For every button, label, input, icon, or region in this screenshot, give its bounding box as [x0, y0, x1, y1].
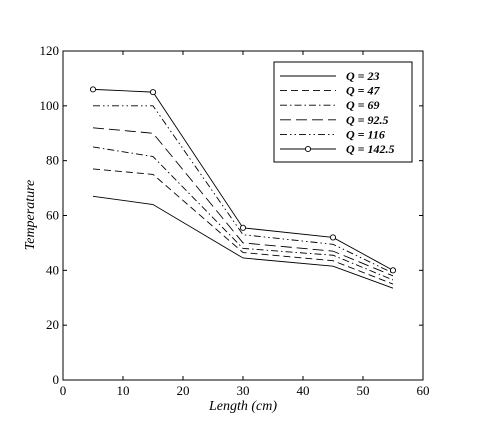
legend-label: Q = 23 [346, 69, 380, 83]
data-point-marker [389, 267, 397, 274]
y-tick-label: 60 [46, 208, 59, 223]
series-line-4 [92, 127, 394, 277]
x-tick-label: 40 [297, 383, 310, 398]
x-tick-label: 0 [60, 383, 67, 398]
data-point-marker [239, 224, 247, 231]
series-line-3 [92, 146, 394, 281]
series-line-2 [92, 168, 394, 285]
series-line-1 [92, 195, 394, 289]
x-tick-label: 10 [117, 383, 130, 398]
x-tick-label: 50 [357, 383, 370, 398]
y-tick-label: 20 [46, 317, 59, 332]
x-tick-label: 30 [237, 383, 250, 398]
legend-label: Q = 142.5 [346, 142, 395, 156]
data-point-marker [149, 89, 157, 96]
y-tick-label: 100 [40, 98, 60, 113]
x-tick-label: 20 [177, 383, 190, 398]
y-tick-label: 80 [46, 153, 59, 168]
data-point-marker [329, 234, 337, 241]
legend-marker [304, 145, 312, 153]
series-group [89, 86, 397, 289]
series-line-5 [93, 105, 394, 274]
legend-box [273, 61, 413, 163]
legend-label: Q = 47 [346, 84, 381, 98]
axis-ticks: 0 10 20 30 40 50 60 0 20 40 60 80 100 120 [40, 43, 430, 398]
y-tick-label: 0 [53, 372, 60, 387]
x-tick-label: 60 [417, 383, 430, 398]
x-axis-title: Length (cm) [208, 399, 277, 414]
data-point-marker [89, 86, 97, 93]
y-axis-title: Temperature [23, 180, 38, 251]
legend-label: Q = 116 [346, 127, 385, 141]
legend-label: Q = 69 [346, 98, 380, 112]
legend-label: Q = 92.5 [346, 113, 389, 127]
y-tick-label: 40 [46, 262, 59, 277]
y-tick-label: 120 [40, 43, 60, 58]
